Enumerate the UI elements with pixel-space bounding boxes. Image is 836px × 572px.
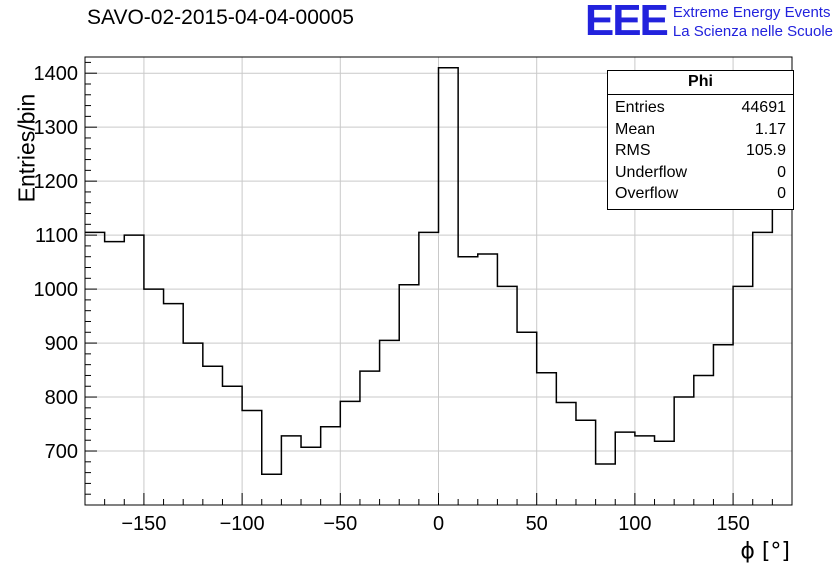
- stats-row-value: 44691: [741, 99, 787, 116]
- page-title: SAVO-02-2015-04-04-00005: [87, 6, 354, 29]
- stats-row: Overflow 0: [608, 183, 793, 205]
- logo-line2: La Scienza nelle Scuole: [672, 23, 833, 40]
- axis-ticks: [85, 61, 773, 506]
- stats-row-value: 0: [777, 163, 786, 181]
- y-axis-label: Entries/bin: [13, 93, 40, 203]
- stats-row: RMS 105.9: [608, 140, 793, 162]
- stats-row: Mean 1.17: [608, 119, 793, 141]
- stats-row-value: 1.17: [754, 120, 786, 138]
- svg-text:1300: 1300: [34, 117, 79, 139]
- x-axis-label: ϕ [°]: [740, 539, 790, 564]
- svg-text:1000: 1000: [34, 279, 79, 301]
- svg-text:−100: −100: [220, 513, 265, 535]
- svg-text:1200: 1200: [34, 171, 79, 193]
- eee-logo-text: Extreme Energy Events La Scienza nelle S…: [673, 1, 833, 41]
- svg-text:0: 0: [433, 513, 444, 535]
- svg-text:150: 150: [716, 513, 749, 535]
- stats-rows: Entries 44691 Mean 1.17 RMS 105.9 Underflow 0 Ov…: [608, 95, 793, 209]
- svg-text:1400: 1400: [34, 63, 79, 85]
- stats-row-label: RMS: [615, 142, 651, 159]
- svg-text:1100: 1100: [35, 225, 78, 247]
- svg-text:100: 100: [618, 513, 651, 535]
- stats-title: Phi: [608, 71, 793, 95]
- stats-box: Phi Entries 44691 Mean 1.17 RMS 105.9 Underflo…: [607, 70, 794, 210]
- y-tick-labels: 700 800 900 1000 1100 1200 1300 1400: [34, 63, 79, 463]
- stats-row-label: Overflow: [615, 185, 679, 202]
- svg-text:50: 50: [526, 513, 548, 535]
- stats-row-label: Underflow: [615, 163, 688, 181]
- svg-text:900: 900: [45, 333, 78, 355]
- stats-row: Underflow 0: [608, 162, 793, 184]
- stats-row-value: 0: [777, 185, 786, 202]
- stats-row: Entries 44691: [608, 97, 793, 119]
- stats-row-label: Entries: [615, 99, 665, 116]
- stats-row-label: Mean: [615, 120, 656, 138]
- stats-row-value: 105.9: [745, 142, 786, 159]
- logo-line1: Extreme Energy Events: [672, 4, 831, 21]
- histogram-line: [85, 67, 792, 475]
- svg-text:−50: −50: [323, 513, 357, 535]
- x-tick-labels: −150 −100 −50 0 50 100 150: [121, 513, 749, 535]
- eee-logo: EEE Extreme Energy Events La Scienza nel…: [584, 0, 833, 45]
- svg-text:800: 800: [45, 387, 78, 409]
- svg-text:−150: −150: [121, 513, 166, 535]
- svg-text:700: 700: [45, 441, 78, 463]
- eee-logo-letters: EEE: [584, 0, 669, 45]
